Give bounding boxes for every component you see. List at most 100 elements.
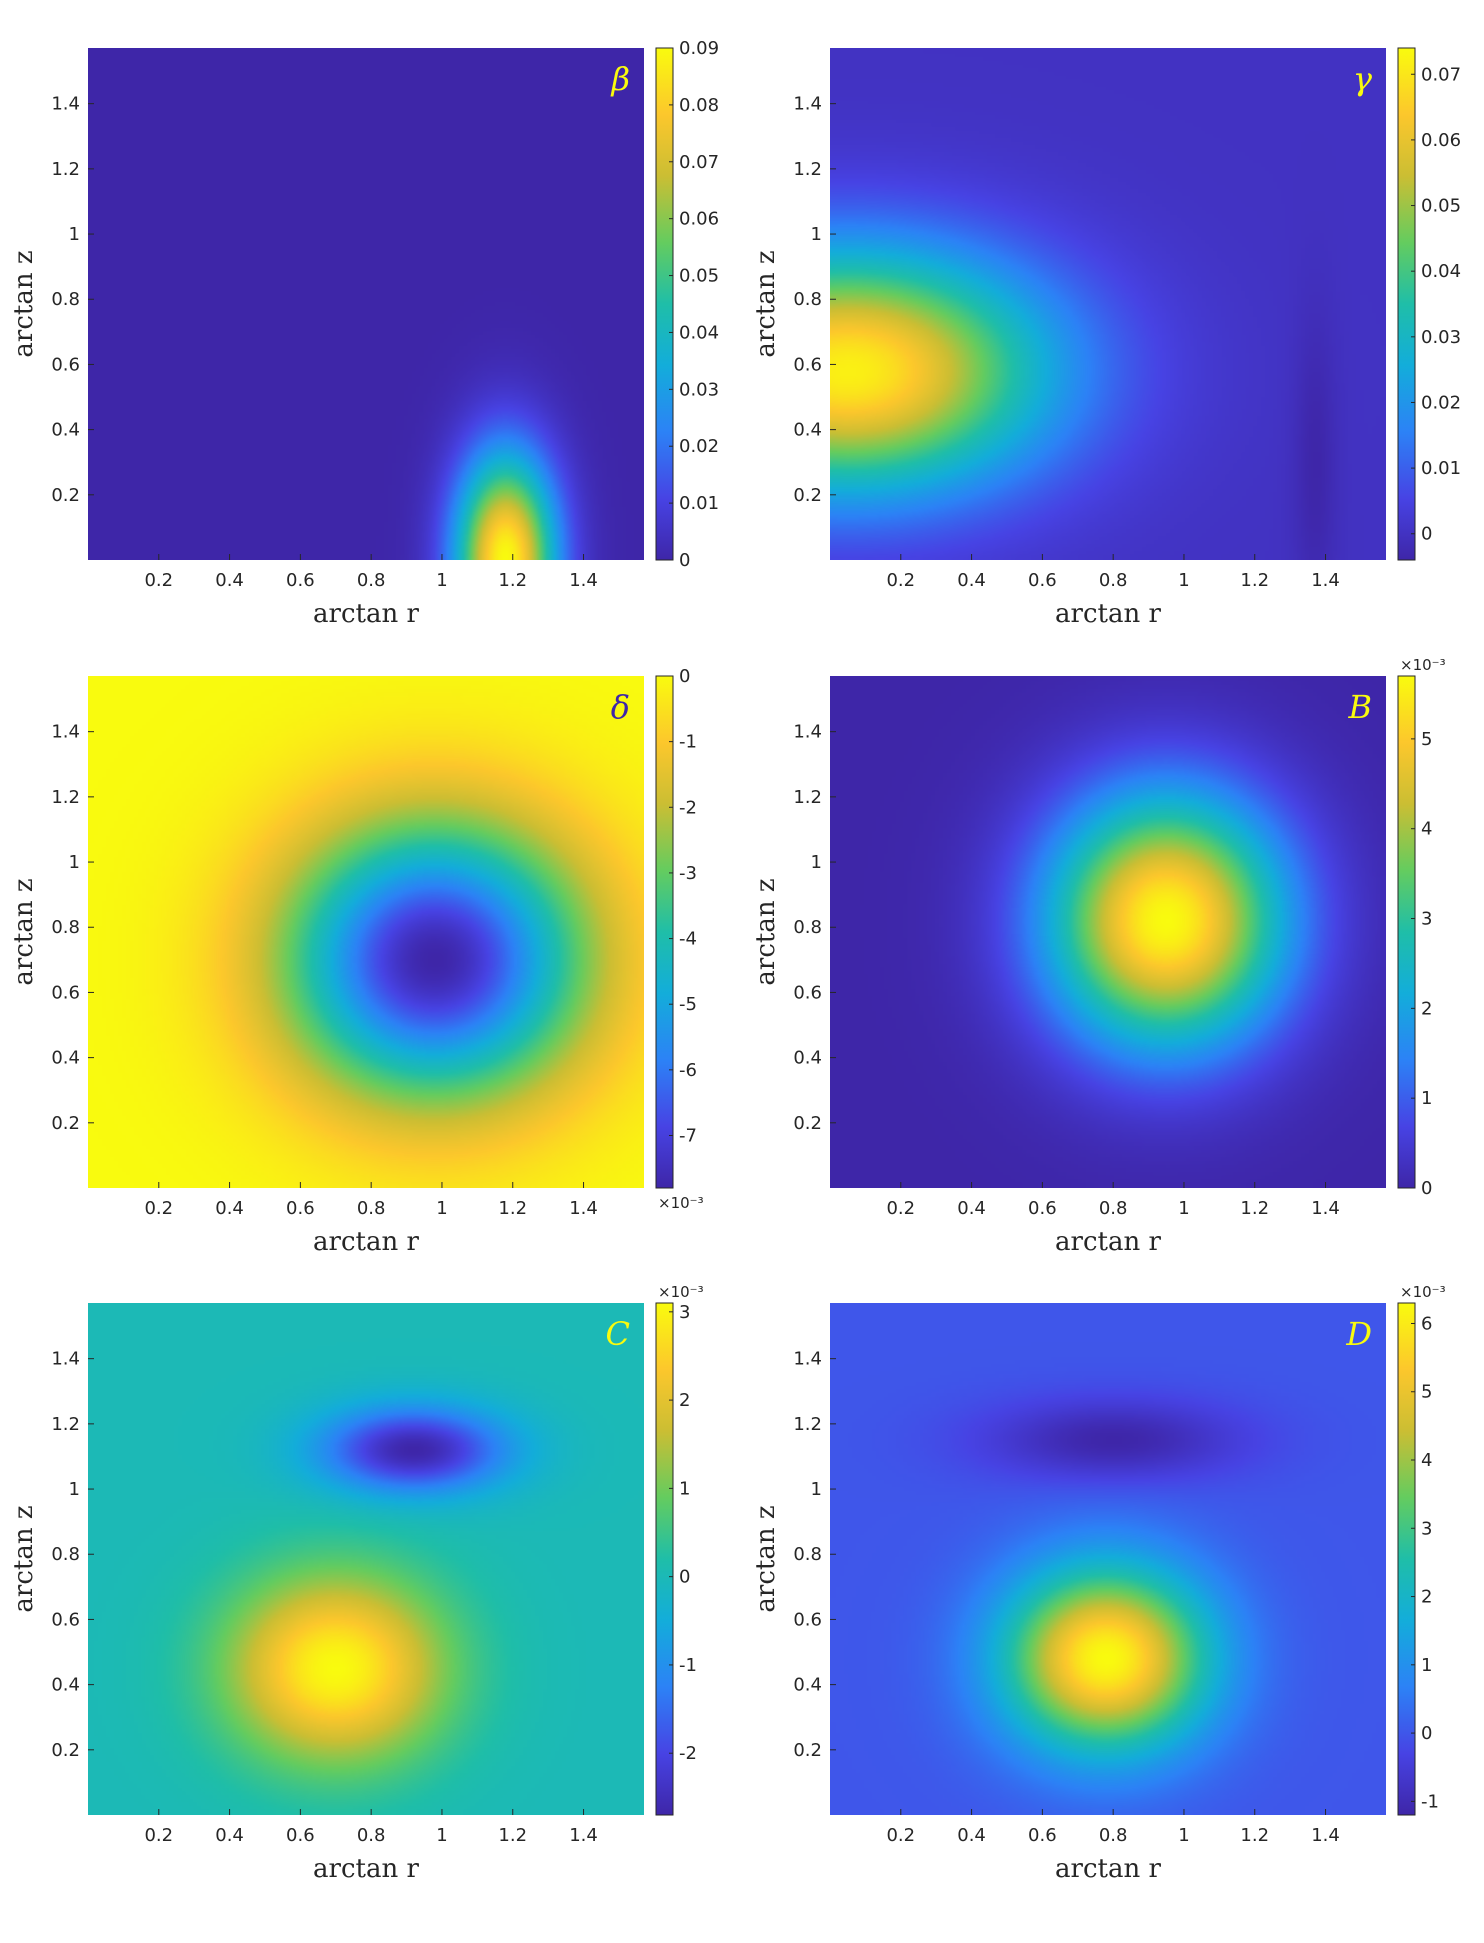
y-tick-label: 1.2	[793, 159, 822, 180]
y-tick-label: 1.2	[51, 787, 80, 808]
y-tick-label: 1.4	[793, 94, 822, 115]
x-tick-label: 1	[436, 570, 447, 591]
x-tick-label: 0.6	[1028, 1198, 1057, 1219]
y-tick-label: 1.4	[51, 722, 80, 743]
colorbar-tick-label: 0.06	[679, 209, 719, 230]
colorbar-tick-label: -1	[1421, 1791, 1439, 1812]
heatmap-svg: 0.2 0.4 0.6 0.8 1 1.2 1.4 0.2 0.4 0.6 0.8 1 1.2 1.4 ar…	[9, 1285, 704, 1884]
x-tick-label: 0.4	[957, 1825, 986, 1846]
y-tick-label: 0.2	[51, 1740, 80, 1761]
y-tick-label: 0.4	[51, 420, 80, 441]
colorbar	[1397, 675, 1416, 1189]
x-tick-label: 1.4	[569, 570, 598, 591]
x-tick-label: 0.4	[215, 1198, 244, 1219]
colorbar-tick-label: 0.01	[679, 493, 719, 514]
colorbar-multiplier: ×10⁻³	[658, 1194, 704, 1212]
y-tick-label: 0.8	[793, 1544, 822, 1565]
y-tick-label: 0.6	[51, 354, 80, 375]
x-axis-label: arctan r	[313, 599, 419, 629]
y-tick-label: 1.4	[793, 722, 822, 743]
x-tick-label: 0.2	[886, 1825, 915, 1846]
panel-label: β	[611, 60, 631, 98]
x-tick-label: 1.2	[1240, 570, 1269, 591]
x-tick-label: 0.8	[357, 570, 386, 591]
x-tick-label: 0.6	[1028, 1825, 1057, 1846]
colorbar-tick-label: 3	[679, 1302, 690, 1323]
colorbar-tick-label: -4	[679, 929, 697, 950]
heatmap-field	[830, 48, 1386, 560]
x-tick-label: 1.4	[1311, 1198, 1340, 1219]
y-axis-label: arctan z	[751, 878, 781, 985]
heatmap-svg: 0.2 0.4 0.6 0.8 1 1.2 1.4 0.2 0.4 0.6 0.8 1 1.2 1.4 ar…	[751, 47, 1461, 629]
y-axis-label: arctan z	[751, 1505, 781, 1612]
colorbar-tick-label: 5	[1421, 729, 1432, 750]
x-tick-label: 1.2	[498, 1825, 527, 1846]
x-tick-label: 1	[1178, 1198, 1189, 1219]
colorbar-tick-label: 0.01	[1421, 458, 1461, 479]
colorbar-tick-label: -2	[679, 1743, 697, 1764]
y-tick-label: 0.6	[793, 1609, 822, 1630]
y-axis-label: arctan z	[751, 250, 781, 357]
x-tick-label: 0.4	[215, 1825, 244, 1846]
y-tick-label: 0.2	[793, 1113, 822, 1134]
colorbar-multiplier: ×10⁻³	[658, 1285, 704, 1301]
heatmap-panel: 0.2 0.4 0.6 0.8 1 1.2 1.4 0.2 0.4 0.6 0.8 1 1.2 1.4 ar…	[742, 30, 1484, 660]
y-tick-label: 0.4	[51, 1048, 80, 1069]
y-tick-label: 1.2	[793, 1414, 822, 1435]
x-tick-label: 0.2	[886, 570, 915, 591]
x-tick-label: 0.6	[286, 1198, 315, 1219]
y-tick-label: 1	[69, 224, 80, 245]
y-tick-label: 1	[69, 852, 80, 873]
y-tick-label: 1.2	[793, 787, 822, 808]
y-tick-label: 1.4	[51, 1349, 80, 1370]
colorbar-tick-label: 0	[679, 666, 690, 687]
colorbar-tick-label: -6	[679, 1060, 697, 1081]
x-tick-label: 1.2	[1240, 1825, 1269, 1846]
colorbar-tick-label: -3	[679, 863, 697, 884]
y-tick-label: 0.8	[51, 1544, 80, 1565]
y-tick-label: 1	[811, 1479, 822, 1500]
x-tick-label: 1.2	[498, 1198, 527, 1219]
colorbar-multiplier: ×10⁻³	[1400, 658, 1446, 674]
x-tick-label: 0.2	[886, 1198, 915, 1219]
colorbar	[1397, 47, 1416, 561]
y-tick-label: 0.2	[51, 1113, 80, 1134]
colorbar-tick-label: 1	[1421, 1088, 1432, 1109]
colorbar	[655, 47, 674, 561]
x-tick-label: 1.4	[569, 1198, 598, 1219]
x-tick-label: 0.4	[957, 1198, 986, 1219]
y-tick-label: 0.6	[793, 982, 822, 1003]
x-tick-label: 1.4	[1311, 1825, 1340, 1846]
y-tick-label: 0.2	[793, 1740, 822, 1761]
colorbar-tick-label: 2	[1421, 1587, 1432, 1608]
heatmap-svg: 0.2 0.4 0.6 0.8 1 1.2 1.4 0.2 0.4 0.6 0.8 1 1.2 1.4 ar…	[751, 1285, 1446, 1884]
colorbar-tick-label: 0	[1421, 1723, 1432, 1744]
colorbar-tick-label: 0.06	[1421, 130, 1461, 151]
y-tick-label: 0.2	[51, 485, 80, 506]
x-tick-label: 1	[1178, 1825, 1189, 1846]
colorbar-tick-label: 3	[1421, 1518, 1432, 1539]
heatmap-panel: 0.2 0.4 0.6 0.8 1 1.2 1.4 0.2 0.4 0.6 0.8 1 1.2 1.4 ar…	[742, 658, 1484, 1288]
x-tick-label: 1.4	[1311, 570, 1340, 591]
y-tick-label: 1.2	[51, 159, 80, 180]
heatmap-svg: 0.2 0.4 0.6 0.8 1 1.2 1.4 0.2 0.4 0.6 0.8 1 1.2 1.4 ar…	[751, 658, 1446, 1257]
y-tick-label: 0.4	[793, 1048, 822, 1069]
colorbar-multiplier: ×10⁻³	[1400, 1285, 1446, 1301]
y-tick-label: 0.4	[793, 1675, 822, 1696]
colorbar	[1397, 1302, 1416, 1816]
heatmap-field	[830, 676, 1386, 1188]
x-tick-label: 0.2	[144, 570, 173, 591]
x-tick-label: 0.8	[357, 1825, 386, 1846]
heatmap-panel: 0.2 0.4 0.6 0.8 1 1.2 1.4 0.2 0.4 0.6 0.8 1 1.2 1.4 ar…	[0, 658, 742, 1288]
heatmap-svg: 0.2 0.4 0.6 0.8 1 1.2 1.4 0.2 0.4 0.6 0.8 1 1.2 1.4 ar…	[9, 38, 719, 629]
colorbar-tick-label: 4	[1421, 1450, 1432, 1471]
colorbar-tick-label: 6	[1421, 1313, 1432, 1334]
x-tick-label: 1.2	[498, 570, 527, 591]
y-tick-label: 0.4	[793, 420, 822, 441]
y-tick-label: 0.8	[793, 917, 822, 938]
y-tick-label: 0.2	[793, 485, 822, 506]
x-axis-label: arctan r	[1055, 599, 1161, 629]
colorbar-tick-label: 0.02	[1421, 392, 1461, 413]
x-tick-label: 1.2	[1240, 1198, 1269, 1219]
x-tick-label: 0.4	[957, 570, 986, 591]
